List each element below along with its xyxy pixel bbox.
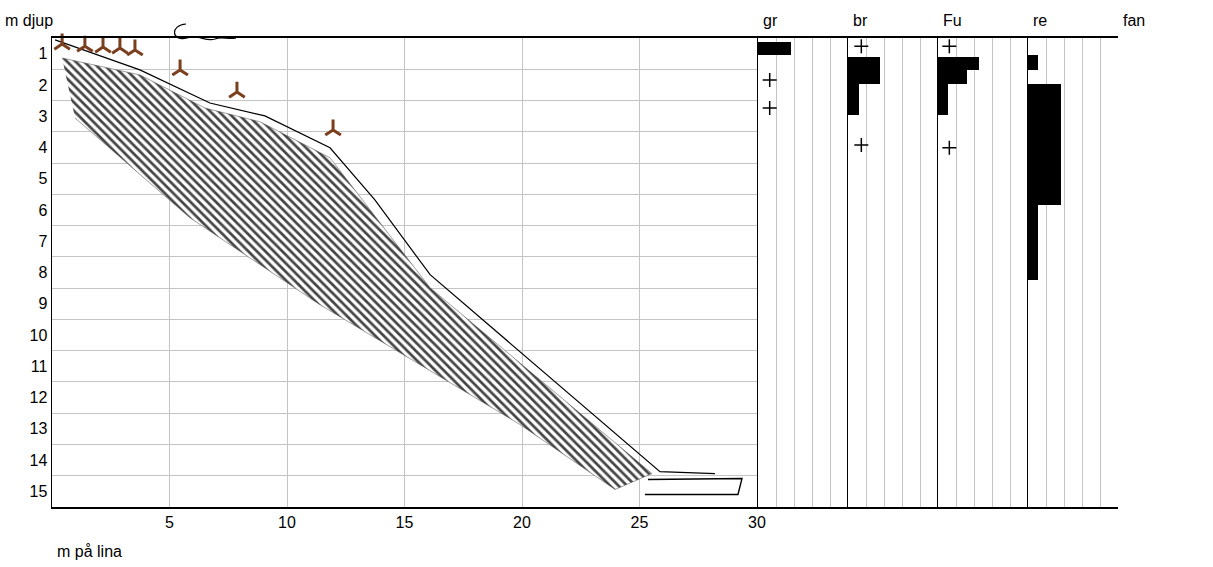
svg-text:Fu: Fu (943, 12, 962, 29)
svg-text:15: 15 (30, 483, 48, 500)
svg-text:30: 30 (748, 514, 766, 531)
svg-text:8: 8 (38, 264, 47, 281)
svg-text:7: 7 (38, 233, 47, 250)
svg-text:10: 10 (278, 514, 296, 531)
svg-text:9: 9 (38, 295, 47, 312)
svg-text:re: re (1033, 12, 1047, 29)
svg-text:1: 1 (38, 45, 47, 62)
svg-text:2: 2 (38, 77, 47, 94)
svg-text:10: 10 (30, 327, 48, 344)
svg-text:5: 5 (38, 170, 47, 187)
svg-text:gr: gr (763, 12, 778, 29)
svg-text:m djup: m djup (5, 12, 53, 29)
svg-text:11: 11 (31, 358, 48, 375)
svg-text:12: 12 (30, 389, 48, 406)
svg-text:6: 6 (38, 202, 47, 219)
svg-text:4: 4 (38, 139, 47, 156)
svg-text:m på lina: m på lina (57, 543, 122, 560)
svg-text:15: 15 (396, 514, 414, 531)
svg-text:5: 5 (165, 514, 174, 531)
svg-text:3: 3 (38, 108, 47, 125)
svg-text:14: 14 (30, 452, 48, 469)
svg-text:20: 20 (513, 514, 531, 531)
svg-text:13: 13 (30, 420, 48, 437)
svg-text:br: br (853, 12, 868, 29)
svg-text:fan: fan (1123, 12, 1145, 29)
svg-text:25: 25 (631, 514, 649, 531)
